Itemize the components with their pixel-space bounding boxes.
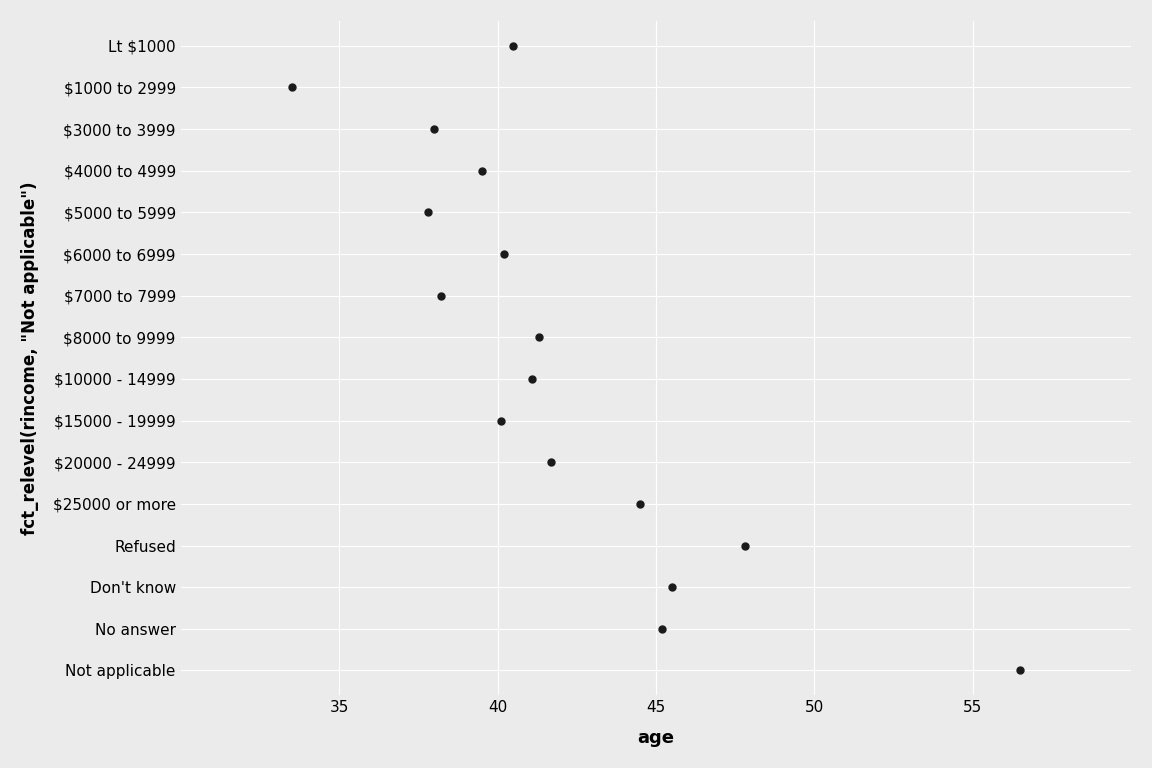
Point xyxy=(530,331,548,343)
Point xyxy=(472,164,491,177)
Point xyxy=(492,415,510,427)
Point xyxy=(543,456,561,468)
Point xyxy=(505,40,523,52)
Y-axis label: fct_relevel(rincome, "Not applicable"): fct_relevel(rincome, "Not applicable") xyxy=(21,181,39,535)
X-axis label: age: age xyxy=(637,729,674,747)
Point xyxy=(431,290,449,302)
Point xyxy=(631,498,650,510)
Point xyxy=(494,248,513,260)
Point xyxy=(653,623,672,635)
Point xyxy=(523,372,541,385)
Point xyxy=(425,123,444,135)
Point xyxy=(735,539,753,551)
Point xyxy=(662,581,681,594)
Point xyxy=(282,81,301,94)
Point xyxy=(1011,664,1030,677)
Point xyxy=(418,207,437,219)
